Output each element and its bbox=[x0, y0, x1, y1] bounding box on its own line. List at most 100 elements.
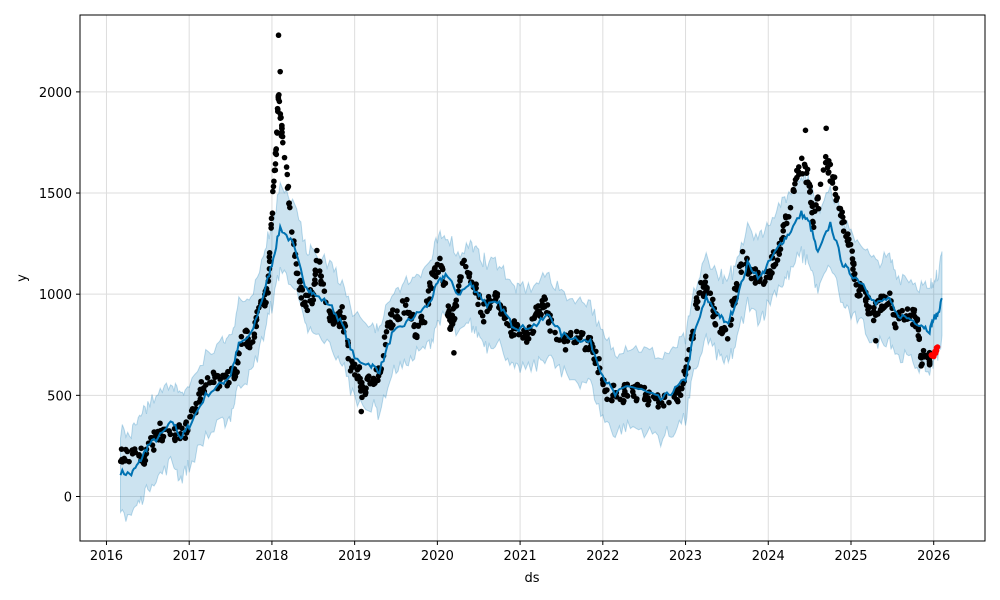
observed-point bbox=[183, 419, 189, 425]
observed-point bbox=[655, 404, 661, 410]
observed-point bbox=[394, 313, 401, 320]
observed-point bbox=[893, 324, 899, 331]
observed-point bbox=[573, 328, 580, 335]
observed-point bbox=[151, 447, 157, 453]
observed-point bbox=[425, 288, 432, 294]
y-axis: 0 500 1000 1500 2000 bbox=[39, 86, 80, 505]
observed-point bbox=[275, 32, 282, 39]
observed-point bbox=[831, 174, 838, 181]
observed-point bbox=[270, 183, 277, 190]
x-tick-label: 2026 bbox=[917, 549, 950, 564]
observed-point bbox=[274, 130, 280, 136]
observed-point bbox=[389, 307, 396, 313]
x-axis-label: ds bbox=[524, 571, 539, 586]
observed-point bbox=[850, 266, 856, 273]
observed-point bbox=[298, 295, 305, 301]
observed-point bbox=[807, 199, 814, 206]
observed-point bbox=[538, 311, 544, 318]
observed-point bbox=[268, 225, 274, 231]
observed-point bbox=[273, 151, 280, 158]
observed-point bbox=[394, 308, 400, 314]
observed-point bbox=[243, 341, 249, 347]
observed-point bbox=[825, 169, 832, 175]
observed-point bbox=[299, 287, 306, 293]
observed-point bbox=[232, 373, 239, 380]
observed-point bbox=[853, 282, 860, 288]
observed-point bbox=[303, 292, 309, 299]
observed-point bbox=[453, 297, 460, 304]
observed-point bbox=[847, 241, 854, 248]
observed-point bbox=[567, 329, 574, 336]
observed-point bbox=[553, 336, 560, 343]
observed-point bbox=[886, 290, 893, 296]
observed-point bbox=[381, 334, 388, 340]
observed-point bbox=[494, 291, 501, 297]
observed-point bbox=[316, 259, 323, 265]
observed-point bbox=[610, 382, 617, 389]
observed-point bbox=[529, 330, 536, 336]
observed-point bbox=[277, 68, 283, 75]
observed-point bbox=[736, 263, 743, 270]
y-tick-label: 0 bbox=[64, 490, 72, 505]
observed-point bbox=[414, 333, 420, 339]
observed-point bbox=[459, 260, 466, 266]
observed-point bbox=[823, 159, 830, 165]
observed-point bbox=[312, 267, 319, 273]
observed-point bbox=[217, 376, 223, 383]
observed-point bbox=[744, 255, 750, 262]
observed-point bbox=[799, 170, 806, 177]
observed-point bbox=[645, 395, 651, 401]
observed-point bbox=[284, 185, 291, 191]
observed-point bbox=[539, 301, 546, 308]
observed-point bbox=[810, 224, 817, 231]
observed-point bbox=[738, 269, 745, 275]
observed-point bbox=[542, 296, 549, 302]
observed-point bbox=[279, 139, 286, 146]
observed-point bbox=[126, 458, 132, 465]
observed-point bbox=[851, 261, 857, 268]
observed-point bbox=[297, 278, 304, 285]
recent-points bbox=[928, 344, 941, 360]
forecast-line bbox=[119, 210, 943, 478]
y-axis-label: y bbox=[15, 274, 30, 282]
observed-point bbox=[198, 378, 205, 385]
observed-point bbox=[158, 436, 165, 442]
observed-point bbox=[453, 303, 460, 309]
observed-point bbox=[138, 445, 144, 452]
observed-point bbox=[445, 303, 452, 309]
observed-point bbox=[166, 428, 172, 434]
observed-point bbox=[276, 92, 282, 98]
observed-point bbox=[709, 296, 716, 303]
y-tick-label: 500 bbox=[47, 389, 72, 404]
observed-point bbox=[437, 255, 443, 262]
observed-point bbox=[433, 273, 439, 280]
observed-point bbox=[679, 385, 685, 392]
observed-point bbox=[266, 254, 273, 260]
observed-point bbox=[475, 301, 481, 308]
observed-point bbox=[562, 347, 569, 353]
observed-point bbox=[302, 299, 308, 306]
observed-point bbox=[545, 320, 552, 326]
plot-frame bbox=[79, 14, 986, 542]
observed-point bbox=[383, 328, 390, 335]
observed-point bbox=[271, 178, 277, 185]
observed-point bbox=[293, 261, 300, 267]
observed-point bbox=[739, 248, 746, 255]
observed-point bbox=[804, 166, 811, 173]
observed-point bbox=[802, 127, 809, 134]
observed-point bbox=[327, 310, 334, 317]
observed-point bbox=[564, 338, 571, 344]
observed-point bbox=[702, 273, 709, 280]
observed-point bbox=[274, 105, 281, 112]
observed-point bbox=[822, 153, 829, 160]
recent-point bbox=[933, 347, 940, 354]
observed-point bbox=[790, 188, 797, 194]
observed-point bbox=[827, 178, 834, 184]
observed-point bbox=[907, 312, 914, 319]
observed-point bbox=[916, 335, 923, 341]
observed-point bbox=[314, 247, 320, 254]
observed-point bbox=[451, 315, 458, 322]
observed-point bbox=[279, 125, 285, 132]
observed-point bbox=[375, 377, 381, 384]
observed-point bbox=[224, 382, 231, 389]
